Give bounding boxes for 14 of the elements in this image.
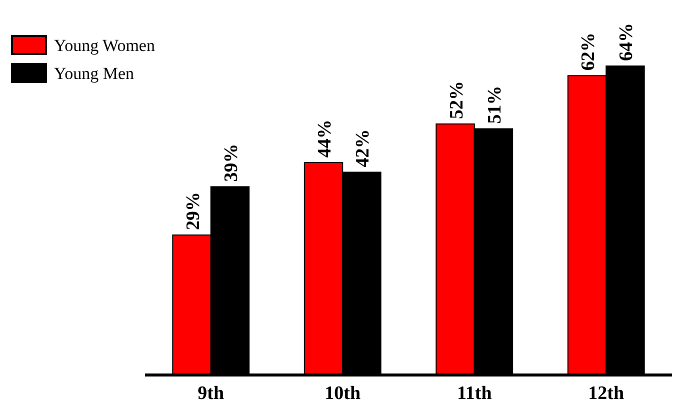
x-tick-label: 11th	[456, 383, 492, 404]
x-tick-label: 9th	[198, 383, 224, 404]
data-label: 29%	[182, 192, 204, 230]
x-tick-label: 12th	[588, 383, 624, 404]
data-label: 51%	[484, 86, 506, 124]
data-label: 42%	[352, 129, 374, 168]
data-label: 64%	[616, 23, 638, 61]
data-label: 39%	[220, 144, 242, 182]
legend-label: Young Women	[54, 36, 156, 55]
data-label: 62%	[578, 32, 600, 71]
legend-label: Young Men	[54, 64, 134, 83]
data-label: 52%	[446, 80, 468, 119]
x-tick-label: 10th	[324, 383, 361, 404]
data-label: 44%	[314, 120, 336, 158]
